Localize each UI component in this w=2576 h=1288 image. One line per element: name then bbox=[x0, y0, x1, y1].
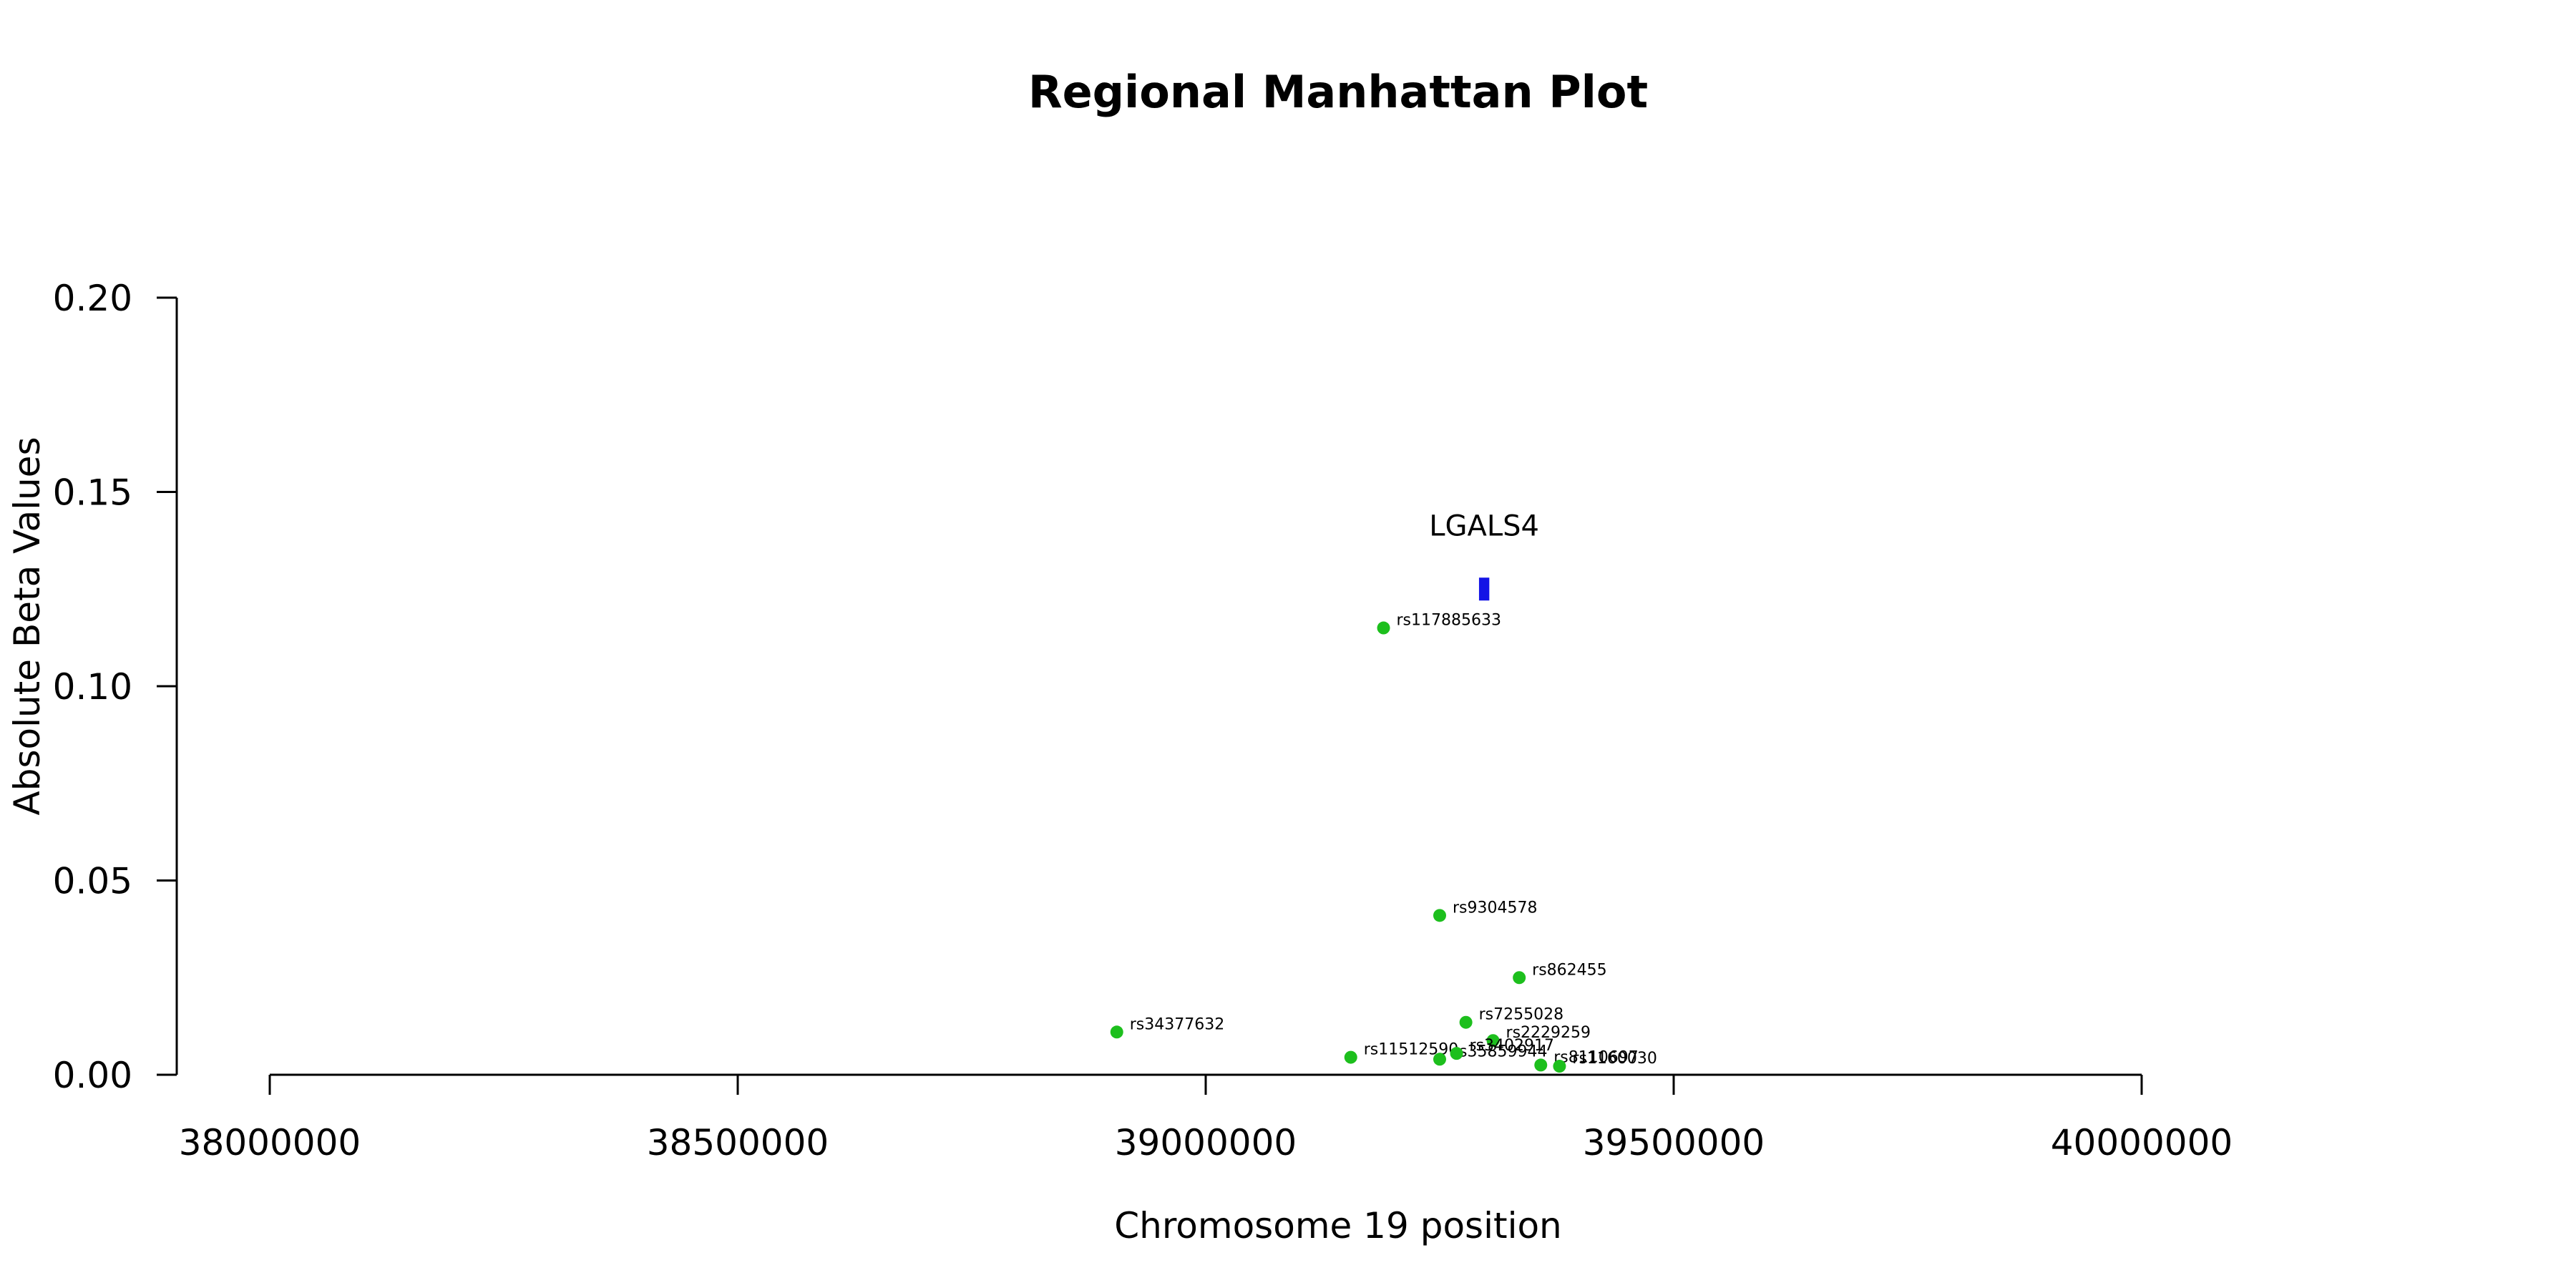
snp-point bbox=[1450, 1047, 1463, 1060]
x-tick-label: 38000000 bbox=[179, 1122, 361, 1163]
snp-label: rs1160030 bbox=[1572, 1050, 1657, 1068]
x-tick-label: 39500000 bbox=[1583, 1122, 1765, 1163]
y-tick-label: 0.00 bbox=[53, 1055, 132, 1096]
x-tick-label: 40000000 bbox=[2051, 1122, 2233, 1163]
y-tick-label: 0.05 bbox=[53, 861, 132, 902]
snp-point bbox=[1486, 1034, 1500, 1048]
snp-points: rs117885633 rs9304578 rs862455 rs34377632 rs… bbox=[1110, 612, 1657, 1073]
snp-label: rs7255028 bbox=[1479, 1006, 1564, 1024]
snp-label: rs35859944 bbox=[1453, 1043, 1547, 1060]
snp-point bbox=[1513, 971, 1526, 985]
gene-label: LGALS4 bbox=[1429, 509, 1539, 542]
snp-label: rs9304578 bbox=[1453, 899, 1538, 917]
y-tick-label: 0.10 bbox=[53, 666, 132, 708]
y-tick-label: 0.20 bbox=[53, 278, 132, 319]
snp-label: rs3402917 bbox=[1470, 1037, 1555, 1055]
x-axis-label: Chromosome 19 position bbox=[1114, 1205, 1562, 1246]
snp-point bbox=[1344, 1050, 1357, 1064]
snp-label: rs117885633 bbox=[1397, 612, 1501, 630]
x-tick-label: 39000000 bbox=[1115, 1122, 1297, 1163]
snp-point bbox=[1110, 1025, 1123, 1039]
chart-title: Regional Manhattan Plot bbox=[1028, 66, 1648, 118]
snp-point bbox=[1459, 1015, 1473, 1029]
axes: 38000000 38500000 39000000 39500000 40000000… bbox=[53, 278, 2233, 1163]
snp-label: rs34377632 bbox=[1130, 1015, 1224, 1033]
snp-point bbox=[1534, 1058, 1548, 1072]
snp-point bbox=[1433, 909, 1446, 922]
gene-bar bbox=[1478, 577, 1490, 601]
snp-point bbox=[1377, 621, 1390, 635]
snp-point bbox=[1433, 1053, 1446, 1066]
y-axis-label: Absolute Beta Values bbox=[6, 437, 48, 816]
snp-label: rs8110697 bbox=[1553, 1048, 1639, 1066]
snp-label: rs862455 bbox=[1532, 961, 1607, 979]
y-tick-label: 0.15 bbox=[53, 472, 132, 514]
snp-point bbox=[1553, 1060, 1566, 1073]
gene-track: LGALS4 bbox=[1429, 509, 1539, 601]
snp-label: rs2229259 bbox=[1506, 1024, 1591, 1042]
x-tick-label: 38500000 bbox=[647, 1122, 829, 1163]
